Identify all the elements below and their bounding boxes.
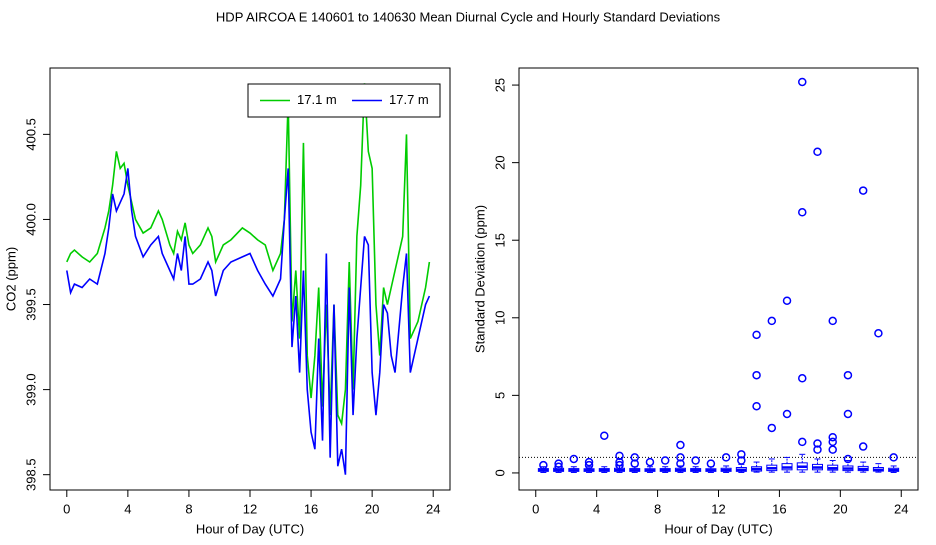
y-tick-label: 400.0: [23, 203, 38, 236]
outlier: [843, 454, 853, 464]
y-axis-title: Standard Deviation (ppm): [472, 205, 487, 353]
outlier: [615, 451, 624, 461]
outlier: [554, 459, 563, 468]
outlier: [706, 459, 716, 468]
outlier: [660, 456, 670, 465]
outlier: [752, 401, 761, 411]
outlier: [630, 453, 639, 462]
outlier: [782, 296, 792, 305]
outlier: [798, 437, 807, 447]
outlier: [600, 431, 609, 440]
outlier: [782, 409, 792, 419]
outlier: [645, 457, 655, 467]
x-tick-label: 20: [833, 501, 847, 516]
outlier: [615, 457, 624, 467]
outlier: [752, 330, 761, 340]
outlier: [889, 453, 898, 462]
x-tick-label: 0: [63, 501, 70, 516]
x-tick-label: 12: [243, 501, 257, 516]
y-tick-label: 5: [492, 392, 507, 399]
y-tick-label: 398.5: [23, 458, 38, 491]
x-tick-label: 0: [532, 501, 539, 516]
outlier: [721, 453, 731, 462]
y-tick-label: 399.5: [23, 288, 38, 321]
x-tick-label: 16: [304, 501, 318, 516]
outlier: [554, 462, 563, 471]
x-tick-label: 4: [124, 501, 131, 516]
y-axis-title: CO2 (ppm): [3, 247, 18, 311]
outlier: [813, 439, 822, 448]
outlier: [569, 454, 579, 464]
legend-label: 17.1 m: [297, 92, 337, 107]
y-tick-label: 399.0: [23, 373, 38, 406]
outlier: [767, 316, 777, 326]
x-tick-label: 4: [593, 501, 600, 516]
outlier: [676, 440, 685, 450]
outlier: [691, 456, 700, 465]
outlier: [584, 457, 594, 467]
outlier: [828, 437, 837, 447]
outlier: [798, 208, 807, 217]
outlier: [676, 459, 685, 468]
outlier: [813, 445, 822, 454]
y-tick-label: 10: [492, 311, 507, 325]
outlier: [828, 316, 837, 326]
outlier: [813, 147, 822, 157]
outlier: [737, 450, 746, 459]
plot-frame: [518, 67, 919, 491]
y-tick-label: 20: [492, 155, 507, 169]
outlier: [798, 374, 807, 383]
outlier: [767, 423, 777, 433]
outlier: [828, 433, 837, 442]
plot-frame: [49, 67, 451, 491]
x-tick-label: 8: [654, 501, 661, 516]
x-tick-label: 24: [894, 501, 908, 516]
outlier: [828, 445, 837, 454]
x-tick-label: 12: [711, 501, 725, 516]
outlier: [676, 453, 685, 462]
y-tick-label: 0: [492, 469, 507, 476]
outlier: [584, 460, 594, 470]
outlier: [858, 186, 868, 195]
x-tick-label: 24: [426, 501, 440, 516]
x-axis-title: Hour of Day (UTC): [664, 521, 772, 536]
y-tick-label: 15: [492, 233, 507, 247]
outlier: [798, 77, 807, 87]
x-tick-label: 20: [365, 501, 379, 516]
figure-title: HDP AIRCOA E 140601 to 140630 Mean Diurn…: [216, 9, 721, 24]
data-line: [66, 83, 431, 427]
x-tick-label: 8: [185, 501, 192, 516]
y-tick-label: 400.5: [23, 118, 38, 151]
data-line: [66, 168, 431, 475]
outlier: [737, 456, 746, 465]
outlier: [630, 459, 639, 468]
x-tick-label: 16: [772, 501, 786, 516]
outlier: [874, 329, 883, 338]
outlier: [843, 409, 853, 419]
x-axis-title: Hour of Day (UTC): [196, 521, 304, 536]
outlier: [858, 442, 868, 451]
outlier: [539, 460, 548, 470]
outlier: [843, 370, 853, 380]
legend-label: 17.7 m: [389, 92, 429, 107]
outlier: [752, 370, 761, 380]
y-tick-label: 25: [492, 78, 507, 92]
outlier: [615, 460, 624, 470]
